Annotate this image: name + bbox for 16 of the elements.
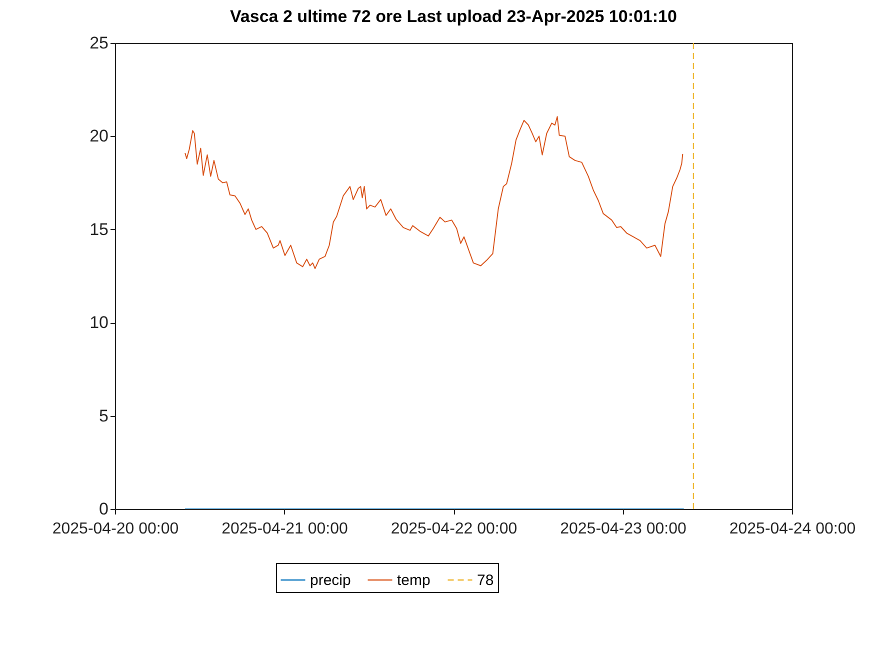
x-tick-label: 2025-04-21 00:00 [222,520,348,538]
x-tick-label: 2025-04-20 00:00 [52,520,179,538]
y-tick-label: 25 [90,34,108,52]
line-series [184,116,684,270]
y-tick-label: 20 [90,126,108,146]
legend-label: temp [397,572,430,589]
x-tick-label: 2025-04-23 00:00 [560,520,687,538]
legend-label: 78 [477,572,494,589]
chart-title: Vasca 2 ultime 72 ore Last upload 23-Apr-2025 10:01:10 [230,7,677,26]
y-tick-label: 5 [99,406,108,426]
legend-label: precip [310,572,351,589]
y-tick-label: 15 [90,220,108,239]
x-tick-label: 2025-04-22 00:00 [390,520,518,538]
y-tick-label: 10 [90,313,108,332]
x-tick-label: 2025-04-24 00:00 [729,520,856,538]
y-tick-label: 0 [99,500,108,518]
